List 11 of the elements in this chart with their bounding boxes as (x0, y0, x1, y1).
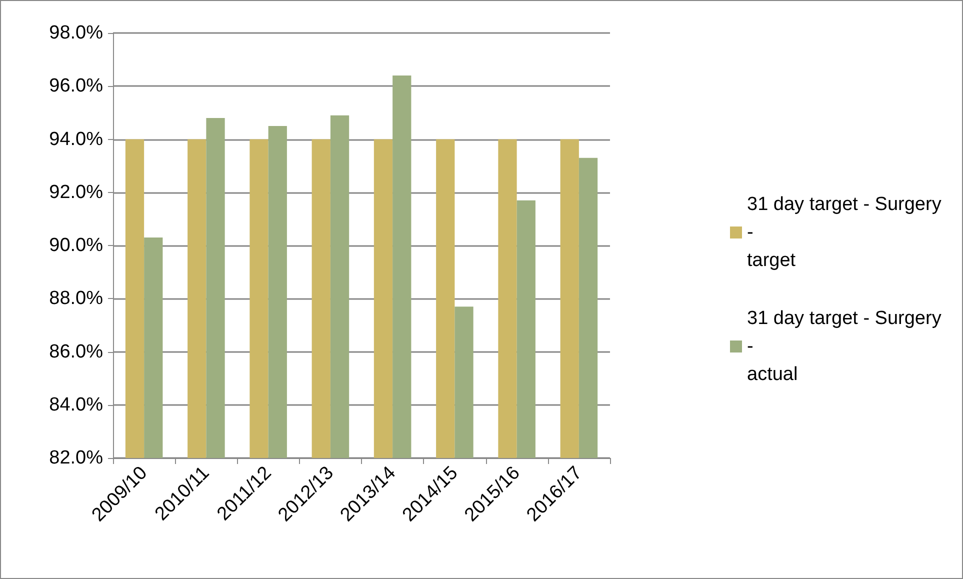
legend-label: 31 day target - Surgery - actual (747, 308, 947, 385)
y-tick-label: 82.0% (49, 448, 104, 468)
y-tick-label: 84.0% (49, 394, 104, 416)
y-tick-label: 94.0% (49, 128, 104, 150)
y-tick-label: 96.0% (49, 76, 104, 97)
y-tick-label: 90.0% (49, 235, 104, 256)
y-tick-label: 92.0% (49, 182, 104, 203)
y-tick-label: 98.0% (49, 22, 104, 44)
legend-label: 31 day target - Surgery - target (747, 194, 947, 271)
y-tick-label: 88.0% (49, 288, 104, 310)
y-tick-label: 86.0% (49, 341, 104, 362)
